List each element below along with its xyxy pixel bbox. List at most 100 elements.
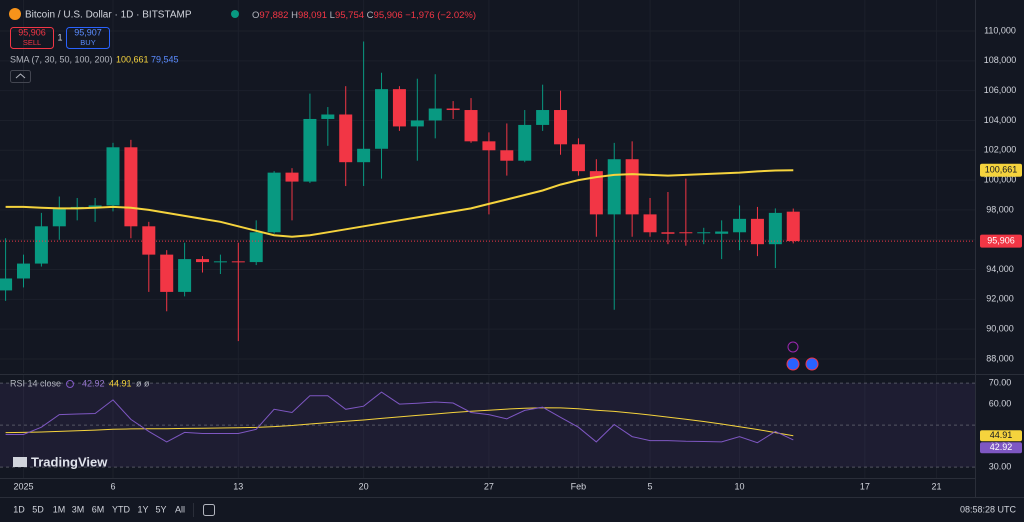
candle-body (733, 218, 747, 233)
price-tag (980, 234, 1022, 248)
range-button[interactable]: All (175, 504, 185, 514)
candle-body (428, 108, 442, 121)
candle-body (124, 147, 138, 227)
candle-body (679, 232, 693, 234)
buy-price: 95,907 (74, 27, 102, 37)
range-button[interactable]: 1D (13, 504, 25, 514)
x-tick-label: 13 (233, 481, 243, 491)
indicator-value: 79,545 (151, 54, 179, 64)
sell-button[interactable] (10, 27, 54, 49)
candle-body (625, 159, 639, 215)
range-button[interactable]: 5Y (155, 504, 166, 514)
x-tick-label: 17 (860, 481, 870, 491)
candle-body (106, 147, 120, 206)
ohlc-value: 95,906 (374, 10, 403, 21)
candle-body (88, 205, 102, 207)
logo-mark (13, 457, 27, 467)
rsi-line (5, 391, 794, 444)
y-tick-label: 94,000 (986, 264, 1014, 274)
event-icon[interactable] (786, 357, 800, 371)
price-tag-label: 95,906 (987, 235, 1015, 245)
candle-body (392, 89, 406, 127)
candle-body (536, 110, 550, 125)
candle-body (464, 110, 478, 142)
range-button[interactable]: 5D (32, 504, 44, 514)
rsi-settings[interactable] (66, 380, 74, 388)
candle-body (768, 212, 782, 245)
candle-body (643, 214, 657, 233)
candle-body (321, 114, 335, 119)
candle-body (285, 172, 299, 182)
y-tick-label: 88,000 (986, 353, 1014, 363)
candle-body (52, 208, 66, 227)
y-tick-label: 70.00 (989, 377, 1012, 387)
indicator-name: SMA (7, 30, 50, 100, 200) (10, 54, 113, 64)
candle-body (357, 148, 371, 163)
y-tick-label: 104,000 (984, 115, 1017, 125)
candle-body (160, 254, 174, 292)
buy-button[interactable] (66, 27, 110, 49)
x-tick-label: 2025 (13, 481, 33, 491)
ohlc-value: 98,091 (298, 10, 327, 21)
event-icon[interactable] (787, 341, 799, 353)
x-tick-label: 10 (735, 481, 745, 491)
candle-body (750, 218, 764, 245)
ohlc-value: 95,754 (335, 10, 364, 21)
range-button[interactable]: YTD (112, 504, 131, 514)
sma-line (5, 169, 794, 238)
symbol-title: Bitcoin / U.S. Dollar · 1D · BITSTAMP (25, 10, 192, 21)
rsi-ma-line (5, 407, 794, 437)
date-range-button[interactable] (203, 504, 215, 516)
candle-body (375, 89, 389, 149)
price-tag (980, 163, 1022, 177)
collapse-icon (15, 73, 26, 79)
ohlc-key: L (330, 10, 335, 21)
x-tick-label: 21 (931, 481, 941, 491)
market-status (231, 10, 239, 18)
candle-body (697, 232, 711, 234)
indicator-value: 100,661 (116, 54, 149, 64)
x-tick-label: 27 (484, 481, 494, 491)
x-tick-label: 20 (359, 481, 369, 491)
event-icon[interactable] (805, 357, 819, 371)
rsi-tag (980, 430, 1022, 442)
candle-body (231, 261, 245, 263)
bitcoin-icon (9, 8, 21, 20)
logo: TradingView (31, 454, 108, 469)
y-tick-label: 108,000 (984, 55, 1017, 65)
rsi-tag-label: 42.92 (990, 442, 1013, 452)
candle-body (661, 232, 675, 234)
y-tick-label: 30.00 (989, 461, 1012, 471)
ohlc-change: −1,976 (−2.02%) (405, 10, 476, 21)
sell-price: 95,906 (18, 27, 46, 37)
candle-body (786, 211, 800, 242)
y-tick-label: 92,000 (986, 294, 1014, 304)
range-button[interactable]: 1M (53, 504, 66, 514)
candle-body (34, 226, 48, 264)
candle-body (213, 261, 227, 263)
clock: 08:58:28 UTC (960, 504, 1017, 514)
rsi-tag-label: 44.91 (990, 430, 1013, 440)
buy-label: BUY (80, 38, 95, 47)
candle-body (339, 114, 353, 163)
range-button[interactable]: 6M (92, 504, 105, 514)
candle-body (446, 108, 460, 111)
rsi-value: 42.92 (82, 378, 105, 388)
price-tag-label: 100,661 (985, 165, 1018, 175)
ohlc-key: O (252, 10, 259, 21)
range-button[interactable]: 3M (72, 504, 85, 514)
spread: 1 (57, 32, 62, 42)
y-tick-label: 98,000 (986, 204, 1014, 214)
range-button[interactable]: 1Y (137, 504, 148, 514)
x-tick-label: 6 (110, 481, 115, 491)
collapse-button[interactable] (10, 70, 31, 83)
x-tick-label: 5 (648, 481, 653, 491)
candle-body (249, 232, 263, 263)
candle-body (142, 226, 156, 255)
candle-body (16, 263, 30, 279)
candle-body (482, 141, 496, 151)
candle-body (303, 118, 317, 182)
y-tick-label: 90,000 (986, 324, 1014, 334)
y-tick-label: 106,000 (984, 85, 1017, 95)
